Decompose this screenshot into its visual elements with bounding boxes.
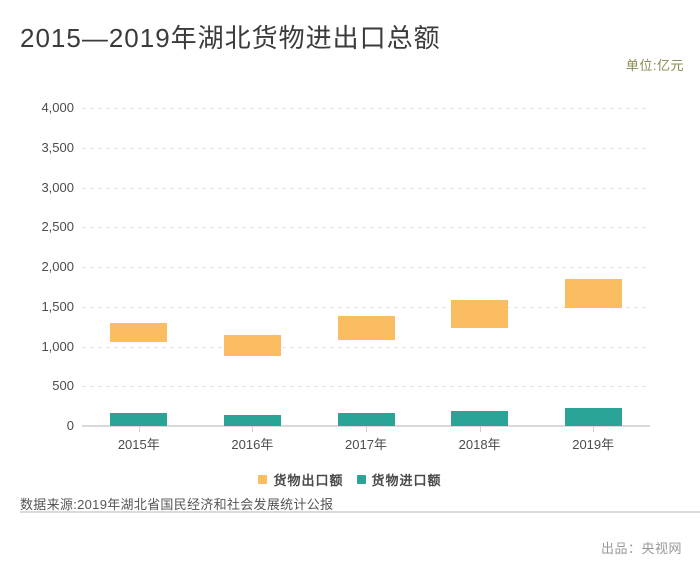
y-tick-label: 4,000 xyxy=(41,100,74,115)
y-tick-label: 2,500 xyxy=(41,219,74,235)
x-axis-tick xyxy=(252,427,254,432)
chart-legend: 货物出口额 货物进口额 xyxy=(0,470,700,488)
import-bar xyxy=(337,412,395,426)
import-bar xyxy=(110,413,168,426)
gridline xyxy=(82,346,650,348)
page-title: 2015—2019年湖北货物进出口总额 xyxy=(20,23,441,53)
legend-item: 货物出口额 xyxy=(258,470,343,489)
gridline xyxy=(82,267,650,268)
legend-swatch-icon xyxy=(356,474,366,484)
x-tick-label: 2016年 xyxy=(231,437,274,452)
export-bar xyxy=(337,315,395,341)
legend-label: 货物出口额 xyxy=(273,472,344,488)
import-bar xyxy=(451,411,509,426)
gridline xyxy=(82,108,650,109)
y-tick-label: 2,000 xyxy=(41,259,74,274)
x-axis-tick xyxy=(138,427,140,432)
gridline xyxy=(82,187,650,189)
y-tick-label: 3,000 xyxy=(41,179,74,195)
export-bar xyxy=(451,300,509,329)
gridline xyxy=(82,227,650,229)
unit-label: 单位:亿元 xyxy=(625,58,684,73)
x-axis-line xyxy=(82,425,650,427)
producer-credit: 出品：央视网 xyxy=(600,541,682,556)
x-axis-tick xyxy=(593,427,595,432)
gridline xyxy=(82,147,650,149)
x-axis-tick xyxy=(479,427,481,432)
x-tick-label: 2019年 xyxy=(572,437,615,452)
gridline xyxy=(82,386,650,388)
legend-label: 货物进口额 xyxy=(371,472,442,488)
y-tick-label: 0 xyxy=(66,418,74,433)
import-bar xyxy=(223,414,281,426)
export-bar xyxy=(564,278,622,309)
gridline xyxy=(82,306,650,308)
x-axis-tick xyxy=(366,427,367,432)
x-tick-label: 2015年 xyxy=(117,437,160,452)
export-bar xyxy=(223,334,281,357)
data-source-note: 数据来源:2019年湖北省国民经济和社会发展统计公报 xyxy=(20,497,334,512)
import-bar xyxy=(564,408,622,426)
x-tick-label: 2018年 xyxy=(458,437,501,452)
footer-divider xyxy=(20,511,700,513)
y-tick-label: 1,500 xyxy=(41,298,74,314)
y-tick-label: 3,500 xyxy=(41,139,74,155)
legend-swatch-icon xyxy=(258,474,268,484)
y-tick-label: 1,000 xyxy=(41,338,74,354)
legend-item: 货物进口额 xyxy=(356,470,442,489)
y-tick-label: 500 xyxy=(52,378,74,394)
x-tick-label: 2017年 xyxy=(345,437,387,452)
export-bar xyxy=(110,322,168,343)
